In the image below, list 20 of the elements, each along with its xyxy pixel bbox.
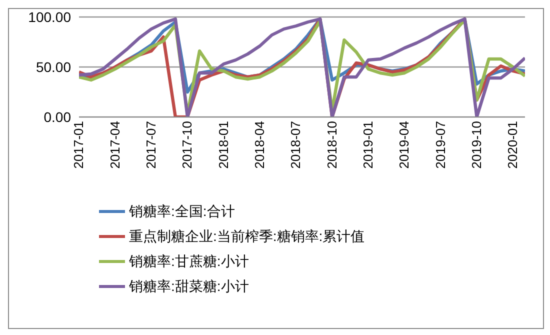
y-tick-label: 50.00 [36, 58, 72, 75]
x-tick-label: 2019-01 [360, 121, 376, 169]
legend-label: 销糖率:甜菜糖:小计 [129, 277, 249, 296]
x-tick-label: 2017-10 [180, 121, 195, 169]
x-tick-label: 2018-10 [324, 121, 340, 169]
x-tick-label: 2017-04 [107, 121, 122, 169]
x-tick-label: 2019-07 [432, 121, 448, 169]
y-tick-label: 0.00 [44, 108, 72, 125]
legend-label: 销糖率:甘蔗糖:小计 [129, 252, 249, 271]
x-tick-label: 2017-07 [144, 121, 159, 169]
x-tick-label: 2018-04 [252, 121, 268, 169]
y-tick-label: 100.00 [28, 8, 72, 25]
legend-label: 销糖率:全国:合计 [129, 202, 235, 221]
x-tick-label: 2020-01 [505, 121, 520, 169]
legend-label: 重点制糖企业:当前榨季:糖销率:累计值 [129, 227, 365, 246]
x-tick-label: 2019-04 [396, 121, 412, 169]
x-tick-label: 2019-10 [469, 121, 484, 169]
x-tick-label: 2018-07 [288, 121, 304, 169]
x-tick-label: 2017-01 [71, 121, 86, 169]
x-tick-label: 2018-01 [216, 121, 231, 169]
